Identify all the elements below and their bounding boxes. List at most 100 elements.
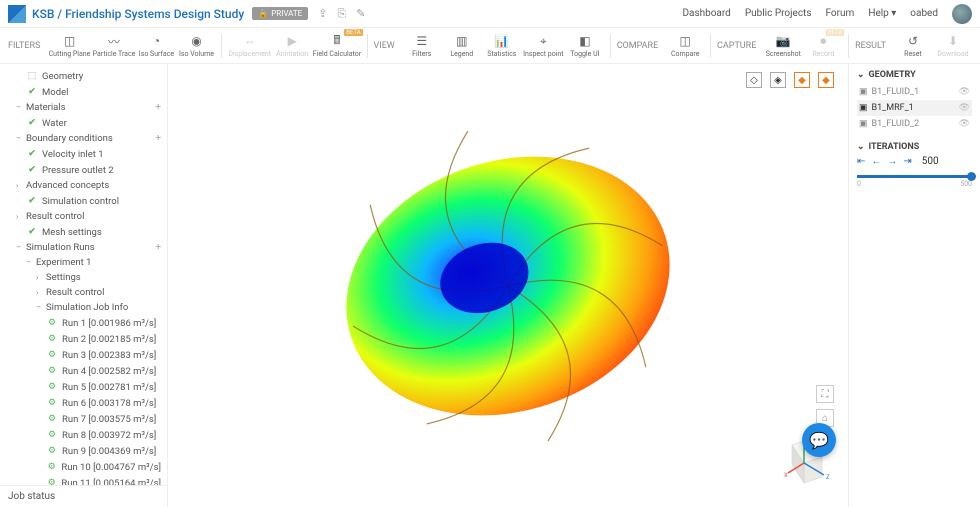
- geometry-part[interactable]: ▣B1_MRF_1👁: [857, 100, 972, 116]
- collapse-icon[interactable]: –: [16, 134, 26, 143]
- copy-icon[interactable]: ⎘: [337, 7, 346, 21]
- tb-filters[interactable]: ☰Filters: [403, 31, 441, 60]
- gear-icon: ⚙: [46, 349, 58, 361]
- iter-last-button[interactable]: ⇥: [903, 156, 911, 167]
- tb-statistics[interactable]: 📊Statistics: [483, 31, 521, 60]
- tree-boundary-conditions[interactable]: –Boundary conditions+: [0, 131, 167, 146]
- check-icon: ✔: [26, 86, 38, 98]
- tb-cutting-plane[interactable]: ◫Cutting Plane: [48, 31, 90, 60]
- geometry-part[interactable]: ▣B1_FLUID_1👁: [857, 84, 972, 100]
- tree-velocity-inlet[interactable]: ✔Velocity inlet 1: [0, 146, 167, 162]
- gear-icon: ⚙: [46, 397, 58, 409]
- tree-run-item[interactable]: ⚙Run 8 [0.003972 m³/s]: [0, 427, 167, 443]
- tree-run-item[interactable]: ⚙Run 9 [0.004369 m³/s]: [0, 443, 167, 459]
- breadcrumb-org[interactable]: KSB: [32, 7, 54, 21]
- gear-icon: ⚙: [46, 317, 58, 329]
- tree-run-item[interactable]: ⚙Run 7 [0.003575 m³/s]: [0, 411, 167, 427]
- geometry-section-title[interactable]: ⌄GEOMETRY: [857, 70, 972, 80]
- visibility-toggle[interactable]: 👁: [959, 103, 970, 113]
- nav-dashboard[interactable]: Dashboard: [682, 8, 730, 19]
- tb-screenshot[interactable]: 📷Screenshot: [764, 31, 802, 60]
- iterations-section-title[interactable]: ⌄ITERATIONS: [857, 142, 972, 152]
- iteration-slider[interactable]: [857, 175, 972, 178]
- expand-icon[interactable]: ›: [16, 212, 26, 221]
- svg-text:X: X: [784, 472, 788, 479]
- breadcrumb-project[interactable]: Friendship Systems Design Study: [65, 7, 244, 21]
- impeller-render: [328, 106, 688, 466]
- tb-iso-surface[interactable]: ◔Iso Surface: [137, 31, 175, 60]
- nav-username[interactable]: oabed: [910, 8, 938, 19]
- add-icon[interactable]: +: [155, 102, 161, 113]
- 3d-viewport[interactable]: ◇ ◈ ◆ ◆ ⛶ ⌂ X Y Z 💬: [168, 64, 848, 507]
- collapse-icon[interactable]: –: [26, 258, 36, 267]
- nav-public-projects[interactable]: Public Projects: [745, 8, 812, 19]
- tree-materials[interactable]: –Materials+: [0, 100, 167, 115]
- tree-geometry[interactable]: ⬚Geometry: [0, 68, 167, 84]
- tree-run-item[interactable]: ⚙Run 6 [0.003178 m³/s]: [0, 395, 167, 411]
- expand-icon[interactable]: ›: [16, 181, 26, 190]
- tree-pressure-outlet[interactable]: ✔Pressure outlet 2: [0, 162, 167, 178]
- render-mode-3[interactable]: ◆: [794, 72, 810, 88]
- expand-icon[interactable]: ›: [36, 273, 46, 282]
- app-logo[interactable]: [8, 5, 26, 23]
- tb-inspect-point[interactable]: ⌖Inspect point: [523, 31, 564, 60]
- check-icon: ✔: [26, 226, 38, 238]
- geometry-part[interactable]: ▣B1_FLUID_2👁: [857, 116, 972, 132]
- private-badge: 🔒 PRIVATE: [252, 7, 308, 20]
- tree-sim-job-info[interactable]: –Simulation Job Info: [0, 300, 167, 315]
- job-status-bar[interactable]: Job status: [0, 485, 168, 507]
- tb-reset[interactable]: ↺Reset: [894, 31, 932, 60]
- chevron-down-icon: ⌄: [857, 70, 865, 80]
- render-mode-2[interactable]: ◈: [770, 72, 786, 88]
- simulation-tree[interactable]: ⬚Geometry ✔Model –Materials+ ✔Water –Bou…: [0, 64, 168, 507]
- tree-run-item[interactable]: ⚙Run 1 [0.001986 m³/s]: [0, 315, 167, 331]
- fit-view-button[interactable]: ⛶: [816, 385, 834, 403]
- iter-next-button[interactable]: →: [887, 156, 897, 167]
- slider-min: 0: [857, 180, 861, 188]
- tb-compare[interactable]: ◫Compare: [666, 31, 704, 60]
- tree-water[interactable]: ✔Water: [0, 115, 167, 131]
- tree-experiment[interactable]: –Experiment 1: [0, 255, 167, 270]
- collapse-icon[interactable]: –: [16, 103, 26, 112]
- tree-result-control[interactable]: ›Result control: [0, 209, 167, 224]
- slider-thumb[interactable]: [967, 172, 976, 181]
- visibility-toggle[interactable]: 👁: [959, 87, 970, 97]
- add-icon[interactable]: +: [155, 133, 161, 144]
- collapse-icon[interactable]: –: [16, 243, 26, 252]
- tree-simulation-control[interactable]: ✔Simulation control: [0, 193, 167, 209]
- chat-support-button[interactable]: 💬: [802, 423, 836, 457]
- gear-icon: ⚙: [46, 333, 58, 345]
- render-mode-4[interactable]: ◆: [818, 72, 834, 88]
- iter-prev-button[interactable]: ←: [871, 156, 881, 167]
- tree-exp-result-control[interactable]: ›Result control: [0, 285, 167, 300]
- tree-run-item[interactable]: ⚙Run 2 [0.002185 m³/s]: [0, 331, 167, 347]
- visibility-toggle[interactable]: 👁: [959, 119, 970, 129]
- expand-icon[interactable]: ›: [36, 288, 46, 297]
- check-icon: ✔: [26, 117, 38, 129]
- tb-toggle-ui[interactable]: ◧Toggle UI: [566, 31, 604, 60]
- tb-field-calculator[interactable]: BETA🖩Field Calculator: [313, 31, 361, 60]
- tree-model[interactable]: ✔Model: [0, 84, 167, 100]
- tree-advanced-concepts[interactable]: ›Advanced concepts: [0, 178, 167, 193]
- render-mode-1[interactable]: ◇: [746, 72, 762, 88]
- tb-legend[interactable]: ▥Legend: [443, 31, 481, 60]
- tb-iso-volume[interactable]: ◉Iso Volume: [177, 31, 215, 60]
- run-label: Run 4 [0.002582 m³/s]: [62, 366, 156, 377]
- tree-run-item[interactable]: ⚙Run 3 [0.002383 m³/s]: [0, 347, 167, 363]
- tree-run-item[interactable]: ⚙Run 10 [0.004767 m³/s]: [0, 459, 167, 475]
- tree-exp-settings[interactable]: ›Settings: [0, 270, 167, 285]
- share-icon[interactable]: ⇪: [318, 7, 327, 21]
- tree-run-item[interactable]: ⚙Run 4 [0.002582 m³/s]: [0, 363, 167, 379]
- tb-particle-trace[interactable]: 〰Particle Trace: [93, 31, 136, 60]
- tree-mesh-settings[interactable]: ✔Mesh settings: [0, 224, 167, 240]
- edit-icon[interactable]: ✎: [356, 7, 365, 21]
- collapse-icon[interactable]: –: [36, 303, 46, 312]
- add-icon[interactable]: +: [155, 242, 161, 253]
- iteration-controls: ⇤ ← → ⇥ 500: [857, 156, 972, 167]
- user-avatar[interactable]: [952, 4, 972, 24]
- nav-help[interactable]: Help ▾: [868, 8, 896, 19]
- nav-forum[interactable]: Forum: [826, 8, 855, 19]
- tree-run-item[interactable]: ⚙Run 5 [0.002781 m³/s]: [0, 379, 167, 395]
- iter-first-button[interactable]: ⇤: [857, 156, 865, 167]
- tree-simulation-runs[interactable]: –Simulation Runs+: [0, 240, 167, 255]
